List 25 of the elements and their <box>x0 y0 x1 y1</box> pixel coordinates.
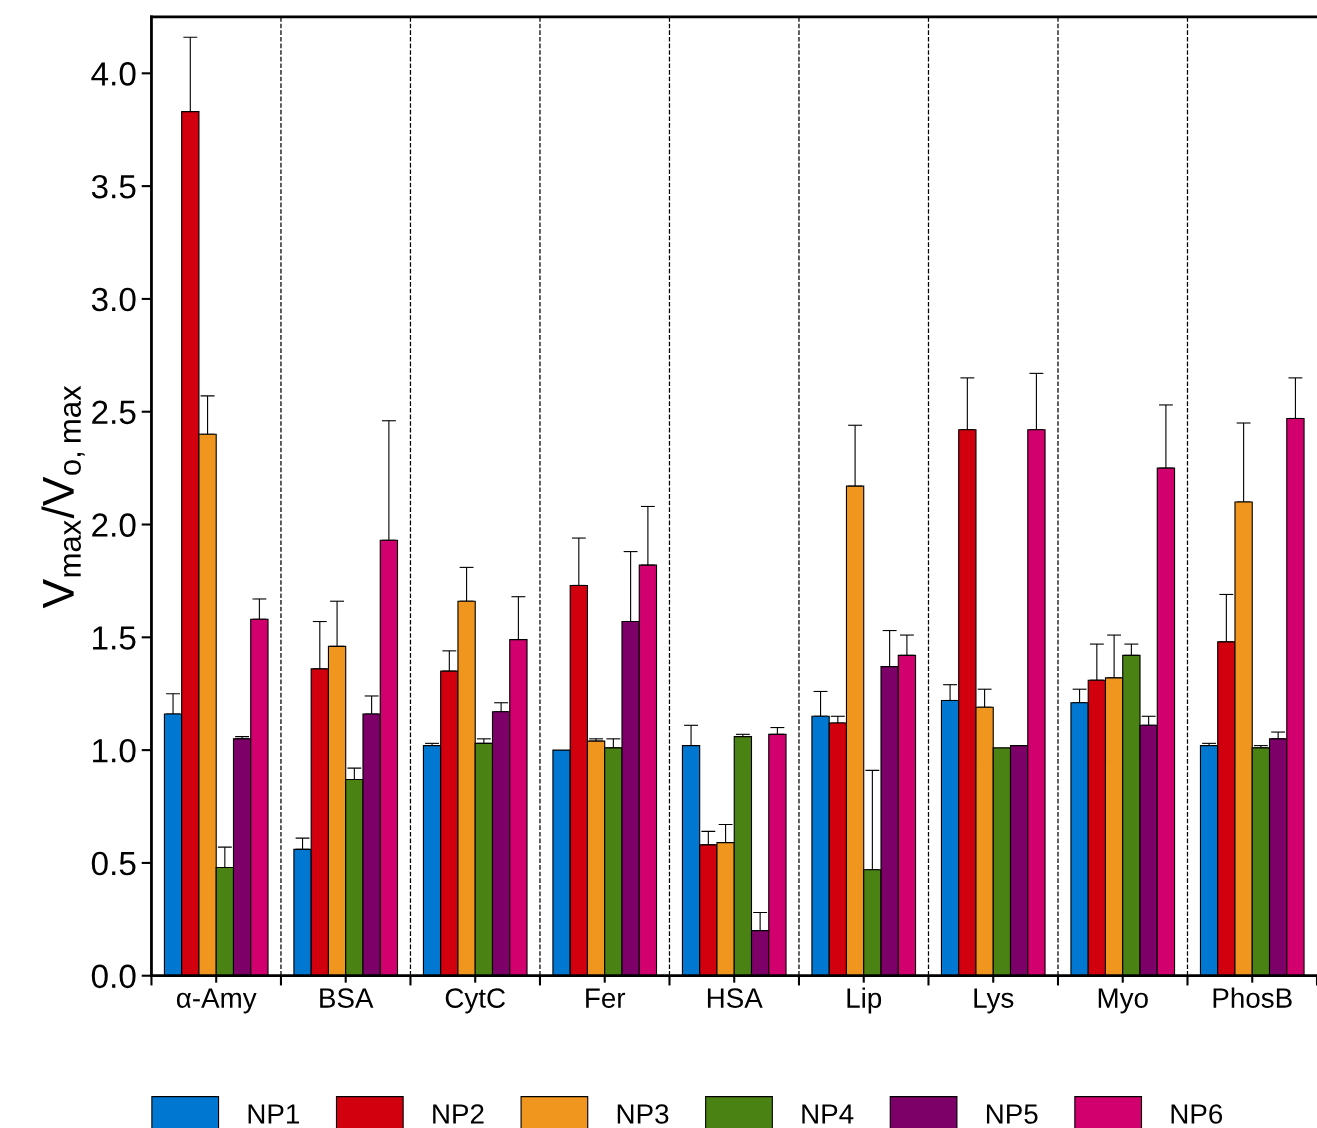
x-tick-label: BSA <box>320 988 374 1008</box>
y-tick-label: 1.0 <box>93 738 136 763</box>
x-tick-label: PhosB <box>1213 987 1292 1008</box>
x-tick-label: Myo <box>1098 988 1148 1014</box>
y-tick-label: 1.5 <box>93 626 136 650</box>
y-tick-label: 3.0 <box>91 287 136 312</box>
y-tick-label: 0.5 <box>91 851 136 876</box>
x-tick-label: α-Amy <box>176 988 257 1014</box>
x-tick-label: CytC <box>445 988 506 1014</box>
y-tick-label: 3.5 <box>91 174 136 199</box>
legend-label: NP2 <box>433 1104 484 1124</box>
x-tick-label: Fer <box>586 988 626 1008</box>
legend-label: NP6 <box>1171 1104 1223 1124</box>
legend-label: NP1 <box>248 1104 300 1124</box>
x-tick-label: Lip <box>847 987 882 1014</box>
legend-label: NP3 <box>617 1104 669 1124</box>
y-axis-title: V$_{max}$/V$_{o,max}$ <box>41 385 85 609</box>
legend-label: NP5 <box>986 1104 1038 1124</box>
y-tick-label: 0.0 <box>91 964 136 989</box>
y-tick-label: 2.5 <box>92 400 136 425</box>
x-tick-label: HSA <box>707 988 763 1008</box>
x-tick-label: Lys <box>974 988 1014 1014</box>
legend-label: NP4 <box>802 1104 854 1124</box>
y-tick-label: 4.0 <box>91 62 136 86</box>
y-tick-label: 2.0 <box>92 513 136 537</box>
